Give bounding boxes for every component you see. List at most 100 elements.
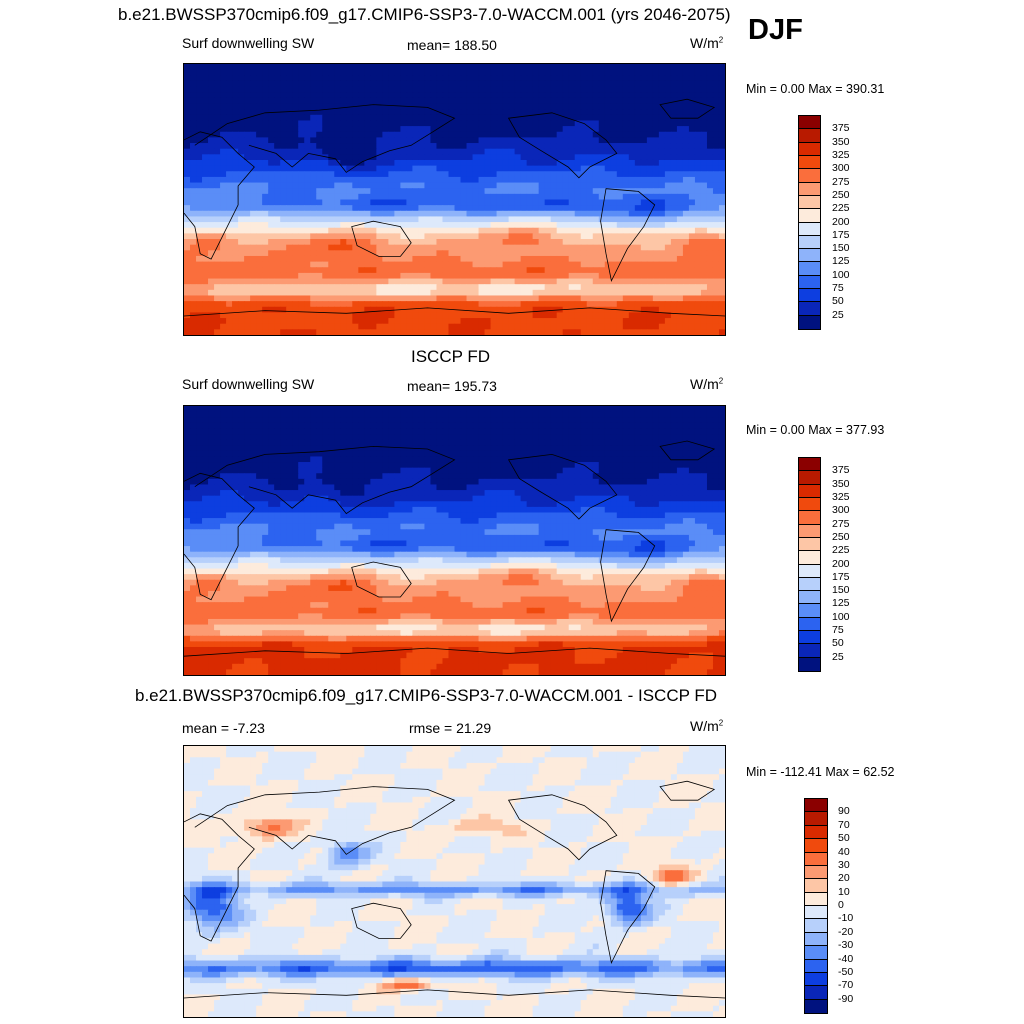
diff-colorbar-labels: 90 70 50 40 30 20 10 0 -10 -20 -30 -40 -50 -70 -90 (838, 798, 878, 1012)
colorbar-swatch (799, 604, 820, 618)
colorbar-tick-label: 40 (838, 845, 850, 858)
colorbar-swatch (799, 564, 820, 578)
colorbar-swatch (799, 458, 820, 472)
colorbar-tick-label: 90 (838, 805, 850, 818)
colorbar-tick-label: 275 (832, 517, 850, 530)
coastline (351, 561, 412, 598)
colorbar-tick-label: -50 (838, 965, 854, 978)
colorbar-swatch (799, 617, 820, 632)
colorbar-swatch (799, 182, 820, 196)
coastline (600, 529, 656, 623)
colorbar-tick-label: 225 (832, 202, 850, 215)
colorbar-tick-label: -70 (838, 979, 854, 992)
colorbar-tick-label: 125 (832, 597, 850, 610)
model-units-label: W/m2 (690, 35, 724, 51)
coastline (600, 188, 656, 283)
colorbar-tick-label: -20 (838, 925, 854, 938)
colorbar-tick-label: 100 (832, 268, 850, 281)
colorbar-tick-label: -30 (838, 939, 854, 952)
colorbar-tick-label: 50 (832, 637, 844, 650)
colorbar-swatch (799, 155, 820, 170)
obs-colorbar (798, 457, 821, 672)
colorbar-swatch (805, 946, 827, 960)
colorbar-swatch (805, 919, 827, 933)
colorbar-tick-label: 325 (832, 490, 850, 503)
model-colorbar (798, 115, 821, 330)
coastline (659, 98, 716, 119)
colorbar-swatch (799, 116, 820, 130)
coastline (351, 902, 412, 939)
colorbar-swatch (799, 524, 820, 538)
diff-map (183, 745, 726, 1018)
obs-panel-title: ISCCP FD (411, 347, 491, 366)
colorbar-tick-label: 25 (832, 650, 844, 663)
colorbar-tick-label: 325 (832, 148, 850, 161)
diff-rmse-label: rmse = 21.29 (409, 720, 492, 736)
colorbar-swatch (805, 865, 827, 880)
colorbar-swatch (799, 262, 820, 276)
colorbar-tick-label: 175 (832, 228, 850, 241)
colorbar-tick-label: 0 (838, 899, 844, 911)
colorbar-swatch (799, 497, 820, 512)
model-minmax-label: Min = 0.00 Max = 390.31 (746, 82, 885, 96)
model-panel-title: b.e21.BWSSP370cmip6.f09_g17.CMIP6-SSP3-7… (118, 5, 731, 24)
obs-map (183, 405, 726, 676)
coastline (184, 813, 255, 942)
obs-minmax-label: Min = 0.00 Max = 377.93 (746, 423, 885, 437)
colorbar-tick-label: 350 (832, 477, 850, 490)
colorbar-tick-label: 375 (832, 464, 850, 477)
colorbar-tick-label: 275 (832, 175, 850, 188)
model-colorbar-labels: 375 350 325 300 275 250 225 200 175 150 125 100 75 50… (832, 115, 872, 328)
coastline (184, 647, 725, 657)
colorbar-tick-label: 10 (838, 885, 850, 898)
colorbar-tick-label: 300 (832, 162, 850, 175)
colorbar-swatch (805, 879, 827, 893)
coastline (507, 453, 618, 520)
colorbar-tick-label: 25 (832, 308, 844, 321)
colorbar-tick-label: 300 (832, 504, 850, 517)
colorbar-swatch (799, 644, 820, 658)
colorbar-swatch (799, 169, 820, 183)
colorbar-tick-label: 75 (832, 282, 844, 295)
colorbar-tick-label: -10 (838, 912, 854, 925)
colorbar-tick-label: 150 (832, 242, 850, 255)
colorbar-tick-label: 200 (832, 215, 850, 228)
model-map (183, 63, 726, 336)
coastline (194, 104, 456, 173)
colorbar-tick-label: 200 (832, 557, 850, 570)
obs-colorbar-labels: 375 350 325 300 275 250 225 200 175 150 125 100 75 50… (832, 457, 872, 670)
colorbar-swatch (799, 631, 820, 645)
season-label: DJF (748, 14, 803, 46)
colorbar-swatch (799, 657, 820, 671)
colorbar-tick-label: 50 (832, 295, 844, 308)
colorbar-swatch (799, 511, 820, 525)
colorbar-tick-label: 375 (832, 122, 850, 135)
colorbar-swatch (805, 959, 827, 973)
colorbar-tick-label: 150 (832, 584, 850, 597)
coastline (184, 131, 255, 260)
colorbar-swatch (799, 222, 820, 236)
colorbar-swatch (799, 249, 820, 263)
colorbar-swatch (805, 799, 827, 813)
colorbar-swatch (799, 471, 820, 485)
coastline (659, 440, 716, 461)
colorbar-swatch (799, 235, 820, 250)
diff-units-label: W/m2 (690, 718, 724, 734)
colorbar-swatch (805, 852, 827, 866)
coastline (507, 112, 618, 179)
obs-units-label: W/m2 (690, 376, 724, 392)
obs-mean-label: mean= 195.73 (407, 378, 497, 394)
diff-mean-label: mean = -7.23 (182, 720, 265, 736)
colorbar-tick-label: 250 (832, 530, 850, 543)
colorbar-swatch (805, 892, 827, 906)
colorbar-tick-label: 125 (832, 255, 850, 268)
colorbar-swatch (805, 986, 827, 1000)
colorbar-swatch (805, 932, 827, 947)
colorbar-swatch (805, 839, 827, 853)
colorbar-tick-label: 250 (832, 188, 850, 201)
colorbar-swatch (799, 315, 820, 329)
coastline (194, 786, 456, 855)
colorbar-tick-label: 225 (832, 544, 850, 557)
colorbar-swatch (799, 577, 820, 592)
colorbar-tick-label: 30 (838, 858, 850, 871)
